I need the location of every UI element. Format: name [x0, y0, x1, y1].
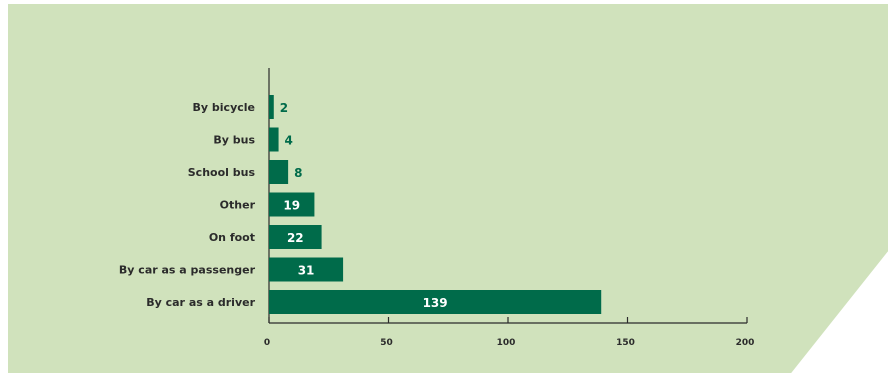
- value-label: 22: [287, 231, 304, 245]
- x-tick-label: 0: [264, 338, 270, 348]
- value-label: 4: [285, 134, 293, 148]
- category-label: By bicycle: [193, 101, 255, 114]
- category-label: On foot: [209, 231, 255, 244]
- category-label: By car as a driver: [146, 296, 255, 309]
- value-label: 2: [280, 101, 288, 115]
- category-label: School bus: [188, 166, 256, 179]
- bar: [269, 127, 279, 152]
- value-label: 8: [294, 166, 302, 180]
- value-label: 139: [423, 296, 448, 310]
- x-tick-label: 50: [380, 338, 393, 348]
- bar: [269, 95, 274, 119]
- bar: [269, 257, 344, 282]
- bar: [269, 225, 322, 249]
- x-tick-label: 200: [736, 338, 755, 348]
- category-label: Other: [220, 199, 256, 212]
- category-label: By car as a passenger: [119, 264, 256, 277]
- bar: [269, 160, 289, 184]
- x-tick-label: 100: [497, 338, 516, 348]
- x-tick-label: 150: [616, 338, 635, 348]
- bar: [269, 290, 602, 314]
- category-label: By bus: [213, 134, 255, 147]
- value-label: 19: [283, 199, 300, 213]
- bar: [269, 192, 315, 217]
- value-label: 31: [298, 264, 315, 278]
